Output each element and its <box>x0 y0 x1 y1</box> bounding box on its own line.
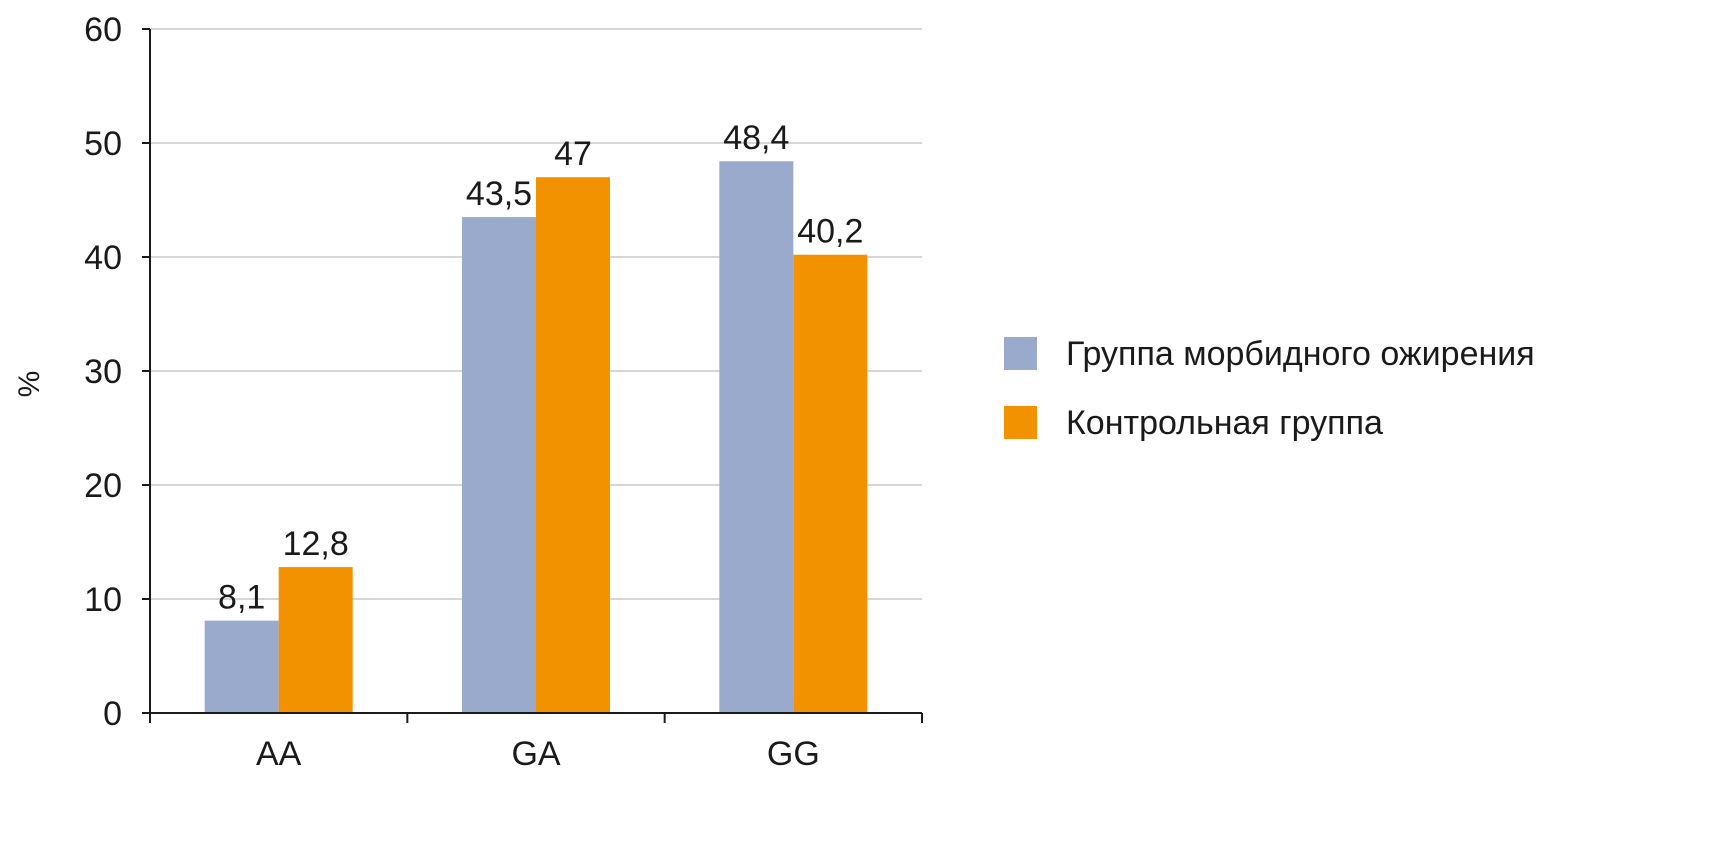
y-tick-label: 50 <box>84 125 122 163</box>
legend-label: Группа морбидного ожирения <box>1066 335 1535 373</box>
bar <box>204 620 279 713</box>
y-tick-label: 0 <box>103 695 122 733</box>
data-label: 8,1 <box>218 579 265 617</box>
data-label: 48,4 <box>723 119 789 157</box>
y-tick-label: 10 <box>84 581 122 619</box>
axes: 0 10 20 30 40 50 60 AA GA GG <box>84 11 923 773</box>
legend-swatch <box>1004 406 1037 439</box>
data-labels: 8,1 12,8 43,5 47 48,4 40,2 <box>218 119 863 616</box>
data-label: 47 <box>554 135 592 173</box>
legend-label: Контрольная группа <box>1066 404 1383 442</box>
x-tick-label: AA <box>256 735 302 773</box>
legend: Группа морбидного ожирения Контрольная гр… <box>1004 335 1535 442</box>
y-tick-label: 60 <box>84 11 122 49</box>
y-tick-label: 40 <box>84 239 122 277</box>
bar <box>278 567 353 713</box>
y-tick-label: 20 <box>84 467 122 505</box>
bars <box>204 161 868 714</box>
x-tick-label: GG <box>767 735 820 773</box>
bar <box>793 254 868 713</box>
bar <box>719 161 794 714</box>
y-axis-title: % <box>13 371 46 398</box>
bar <box>536 177 610 713</box>
x-tick-label: GA <box>511 735 560 773</box>
data-label: 40,2 <box>797 213 863 251</box>
bar <box>462 217 536 713</box>
legend-swatch <box>1004 337 1037 370</box>
data-label: 43,5 <box>466 175 532 213</box>
y-tick-label: 30 <box>84 353 122 391</box>
data-label: 12,8 <box>283 525 349 563</box>
